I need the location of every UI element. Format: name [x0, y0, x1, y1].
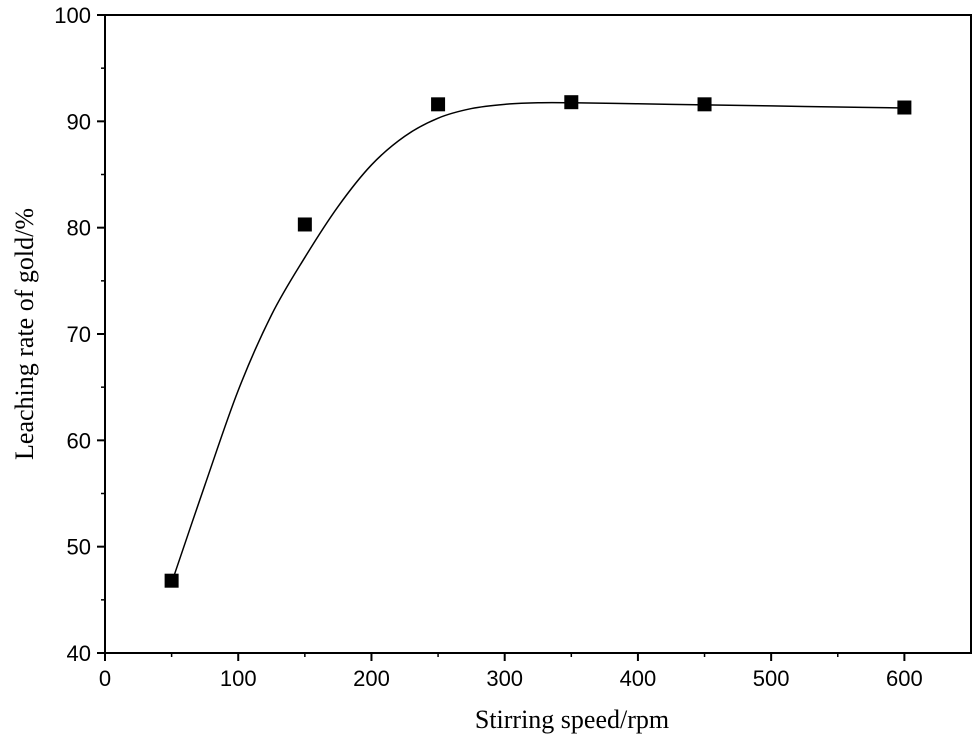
data-markers — [164, 95, 912, 588]
y-tick-label: 40 — [67, 641, 91, 666]
y-tick-label: 100 — [54, 3, 91, 28]
data-point — [431, 97, 446, 112]
x-tick-label: 500 — [753, 666, 790, 691]
x-tick-label: 300 — [486, 666, 523, 691]
data-point — [897, 100, 912, 115]
y-tick-label: 90 — [67, 109, 91, 134]
y-tick-label: 50 — [67, 535, 91, 560]
data-point — [564, 95, 579, 110]
data-point — [164, 573, 179, 588]
x-tick-label: 400 — [620, 666, 657, 691]
y-axis-title: Leaching rate of gold/% — [10, 208, 39, 460]
x-axis-title: Stirring speed/rpm — [475, 705, 669, 734]
x-tick-label: 200 — [353, 666, 390, 691]
x-tick-label: 0 — [99, 666, 111, 691]
y-tick-label: 70 — [67, 322, 91, 347]
y-tick-label: 60 — [67, 428, 91, 453]
y-tick-label: 80 — [67, 216, 91, 241]
x-tick-label: 600 — [886, 666, 923, 691]
data-point — [697, 97, 712, 112]
x-axis-ticks: 0 100 200 300 400 500 600 — [99, 653, 923, 691]
fit-curve — [170, 101, 905, 584]
plot-frame — [104, 14, 972, 654]
y-axis-ticks: 40 50 60 70 80 90 100 — [54, 3, 105, 666]
x-tick-label: 100 — [220, 666, 257, 691]
data-point — [297, 217, 312, 232]
